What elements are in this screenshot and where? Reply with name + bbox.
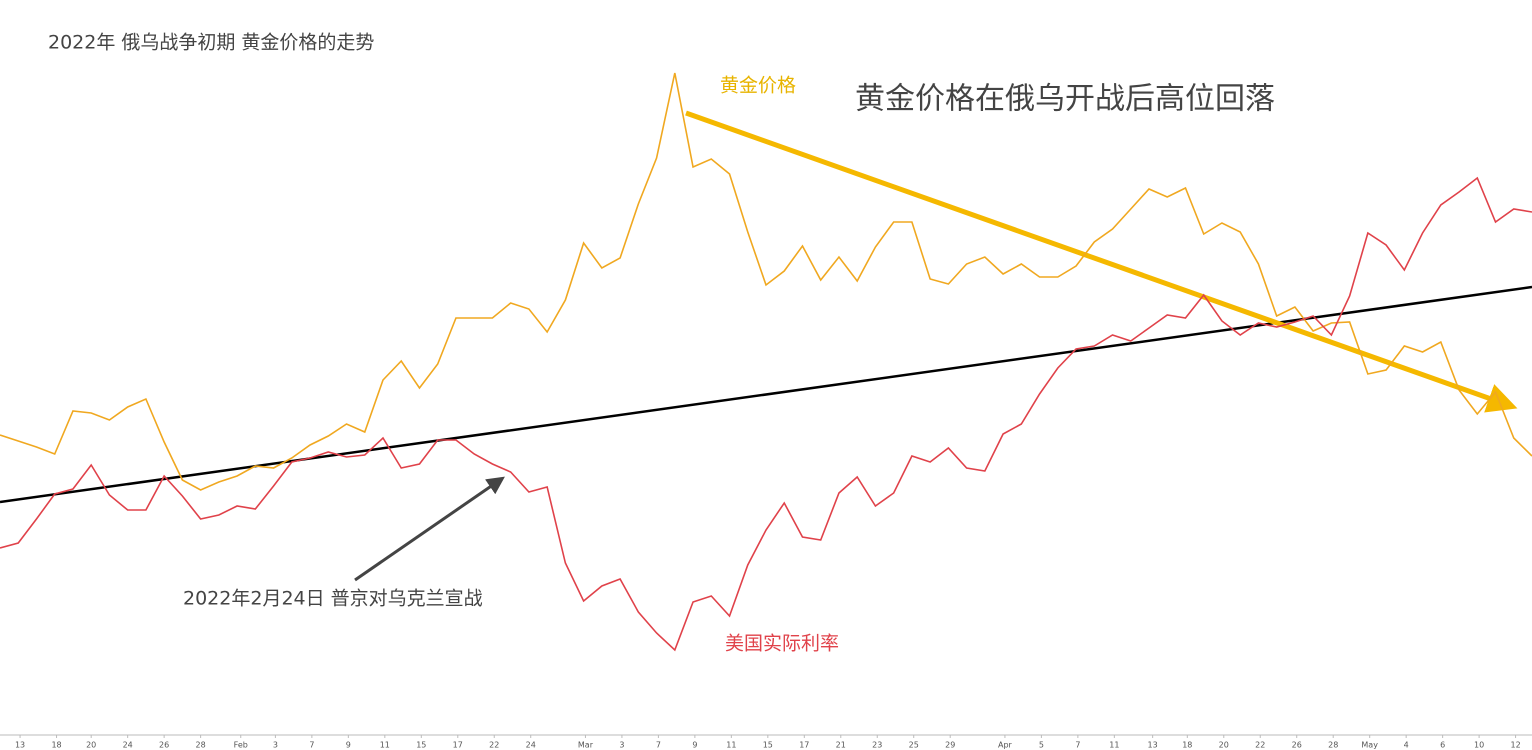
x-tick-label: 20	[1219, 741, 1229, 750]
x-tick-label: 15	[763, 741, 773, 750]
x-tick-label: 26	[1292, 741, 1302, 750]
event-arrow	[354, 476, 505, 582]
chart-title: 2022年 俄乌战争初期 黄金价格的走势	[48, 32, 374, 54]
x-tick-label: 4	[1404, 741, 1409, 750]
x-tick-label: 3	[619, 741, 624, 750]
x-tick-label: 5	[1039, 741, 1044, 750]
x-tick-label: 11	[380, 741, 390, 750]
x-tick-label: 18	[1182, 741, 1192, 750]
x-tick-label: 7	[656, 741, 661, 750]
x-tick-label: Apr	[998, 741, 1013, 750]
x-tick-label: 13	[1148, 741, 1158, 750]
x-tick-label: 12	[1510, 741, 1520, 750]
series-label: 黄金价格	[720, 75, 796, 97]
x-tick-label: 24	[526, 741, 536, 750]
x-tick-label: May	[1361, 741, 1378, 750]
x-tick-label: 7	[309, 741, 314, 750]
x-tick-label: 11	[726, 741, 736, 750]
x-tick-label: 22	[489, 741, 499, 750]
x-tick-label: 9	[346, 741, 351, 750]
x-tick-label: 7	[1075, 741, 1080, 750]
x-tick-label: 25	[909, 741, 919, 750]
x-tick-label: Mar	[578, 741, 594, 750]
x-tick-label: 18	[51, 741, 61, 750]
x-tick-label: 26	[159, 741, 169, 750]
series-line	[0, 176, 1532, 652]
x-tick-label: 28	[196, 741, 206, 750]
x-tick-label: 22	[1255, 741, 1265, 750]
x-tick-label: 23	[872, 741, 882, 750]
series-label: 美国实际利率	[725, 633, 839, 655]
x-tick-label: 13	[15, 741, 25, 750]
x-tick-label: 24	[123, 741, 133, 750]
x-tick-label: Feb	[234, 741, 248, 750]
x-tick-label: 29	[945, 741, 955, 750]
x-tick-label: 17	[799, 741, 809, 750]
x-tick-label: 6	[1440, 741, 1445, 750]
x-tick-label: 15	[416, 741, 426, 750]
x-tick-label: 17	[453, 741, 463, 750]
annotation: 2022年2月24日 普京对乌克兰宣战	[183, 588, 483, 610]
series-line	[0, 72, 1532, 491]
x-tick-label: 9	[692, 741, 697, 750]
x-tick-label: 21	[836, 741, 846, 750]
x-tick-label: 10	[1474, 741, 1484, 750]
annotation: 黄金价格在俄乌开战后高位回落	[855, 82, 1275, 117]
x-tick-label: 20	[86, 741, 96, 750]
trend-arrow	[685, 110, 1518, 413]
x-tick-label: 28	[1328, 741, 1338, 750]
x-tick-label: 3	[273, 741, 278, 750]
x-tick-label: 11	[1109, 741, 1119, 750]
